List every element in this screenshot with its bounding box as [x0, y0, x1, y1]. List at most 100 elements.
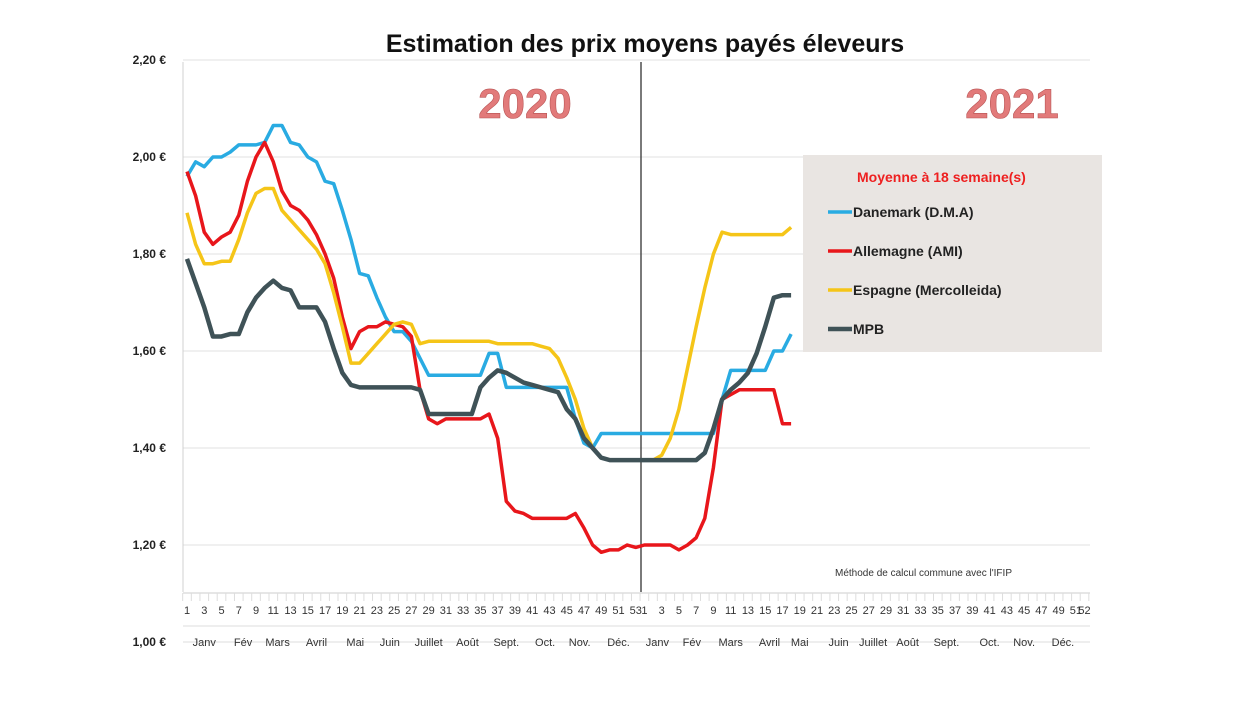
week-tick-label: 3: [201, 605, 207, 617]
week-tick-label: 13: [742, 605, 754, 617]
week-tick-label: 19: [336, 605, 348, 617]
legend: Moyenne à 18 semaine(s) Danemark (D.M.A)…: [803, 155, 1102, 352]
year-label-2020: 2020: [478, 80, 571, 127]
y-tick-label: 1,20 €: [133, 538, 167, 552]
month-label: Juin: [828, 637, 848, 649]
month-label: Avril: [759, 637, 780, 649]
month-label: Fév: [234, 637, 253, 649]
legend-label: MPB: [853, 321, 884, 337]
week-tick-label: 51: [612, 605, 624, 617]
legend-label: Espagne (Mercolleida): [853, 282, 1002, 298]
method-note: Méthode de calcul commune avec l'IFIP: [835, 568, 1012, 579]
week-tick-label: 43: [543, 605, 555, 617]
week-tick-label: 41: [983, 605, 995, 617]
week-tick-label: 29: [423, 605, 435, 617]
month-label: Mars: [718, 637, 743, 649]
y-tick-label: 2,00 €: [133, 150, 167, 164]
month-label: Fév: [683, 637, 702, 649]
week-tick-label: 31: [897, 605, 909, 617]
week-tick-label: 21: [353, 605, 365, 617]
month-label: Janv: [193, 637, 217, 649]
week-tick-label: 11: [725, 605, 736, 617]
week-tick-label: 3: [659, 605, 665, 617]
month-label: Août: [896, 637, 919, 649]
week-tick-label: 5: [218, 605, 224, 617]
month-label: Mai: [791, 637, 809, 649]
week-tick-label: 19: [794, 605, 806, 617]
series-line-3: [185, 186, 793, 462]
week-tick-label: 13: [284, 605, 296, 617]
legend-label: Allemagne (AMI): [853, 243, 963, 259]
month-label: Janv: [646, 637, 670, 649]
month-label: Juin: [380, 637, 400, 649]
week-tick-label: 39: [509, 605, 521, 617]
y-tick-label: 1,80 €: [133, 247, 167, 261]
week-tick-label: 33: [457, 605, 469, 617]
week-tick-label: 1: [184, 605, 190, 617]
week-tick-label: 17: [776, 605, 788, 617]
month-label: Déc.: [607, 637, 630, 649]
week-tick-label: 35: [474, 605, 486, 617]
year-label-2021: 2021: [965, 80, 1058, 127]
week-tick-label: 33: [914, 605, 926, 617]
y-tick-label: 2,20 €: [133, 53, 167, 67]
month-label: Nov.: [569, 637, 591, 649]
series-line-1: [185, 123, 793, 450]
month-label: Sept.: [934, 637, 960, 649]
week-tick-label: 23: [371, 605, 383, 617]
week-tick-label: 37: [949, 605, 961, 617]
week-tick-label: 45: [561, 605, 573, 617]
week-tick-label: 17: [319, 605, 331, 617]
month-label: Déc.: [1052, 637, 1075, 649]
chart-title: Estimation des prix moyens payés éleveur…: [386, 30, 904, 58]
week-tick-label: 52: [1078, 605, 1090, 617]
month-label: Oct.: [980, 637, 1000, 649]
month-label: Oct.: [535, 637, 555, 649]
week-tick-label: 51: [1070, 605, 1082, 617]
week-tick-label: 49: [1053, 605, 1065, 617]
series-line-4: [184, 258, 792, 463]
week-tick-label: 27: [863, 605, 875, 617]
x-axis: 1 3 5 7 9 11 13 15 17 19 21 23 25 27 29 31 33 35 37 39 41 43 4…: [182, 592, 1091, 649]
month-label: Mai: [346, 637, 364, 649]
y-axis: 1,00 € 1,20 € 1,40 € 1,60 € 1,80 € 2,00 € 2,20…: [133, 53, 167, 649]
series-lines: [184, 123, 793, 555]
week-tick-label: 45: [1018, 605, 1030, 617]
week-tick-label: 25: [388, 605, 400, 617]
week-tick-label: 11: [268, 605, 279, 617]
week-tick-label: 9: [253, 605, 259, 617]
week-tick-label: 5: [676, 605, 682, 617]
week-tick-label: 23: [828, 605, 840, 617]
week-tick-label: 29: [880, 605, 892, 617]
week-tick-label: 37: [492, 605, 504, 617]
y-tick-label: 1,00 €: [133, 635, 167, 649]
month-label: Sept.: [493, 637, 519, 649]
week-tick-label: 53: [630, 605, 642, 617]
month-label: Mars: [265, 637, 290, 649]
week-tick-label: 47: [1035, 605, 1047, 617]
month-label: Avril: [306, 637, 327, 649]
week-tick-label: 47: [578, 605, 590, 617]
week-tick-label: 7: [693, 605, 699, 617]
week-tick-label: 15: [302, 605, 314, 617]
week-tick-label: 1: [641, 605, 647, 617]
month-label: Août: [456, 637, 479, 649]
week-tick-label: 21: [811, 605, 823, 617]
legend-box: [803, 155, 1102, 352]
y-tick-label: 1,40 €: [133, 441, 167, 455]
week-tick-label: 15: [759, 605, 771, 617]
month-label: Nov.: [1013, 637, 1035, 649]
y-tick-label: 1,60 €: [133, 344, 167, 358]
week-tick-label: 43: [1001, 605, 1013, 617]
week-tick-label: 7: [236, 605, 242, 617]
series-line-2: [185, 140, 792, 555]
legend-label: Danemark (D.M.A): [853, 204, 974, 220]
week-tick-label: 25: [845, 605, 857, 617]
week-tick-label: 39: [966, 605, 978, 617]
week-tick-label: 31: [440, 605, 452, 617]
week-tick-label: 9: [710, 605, 716, 617]
legend-title: Moyenne à 18 semaine(s): [857, 169, 1026, 185]
week-tick-label: 49: [595, 605, 607, 617]
week-tick-label: 27: [405, 605, 417, 617]
